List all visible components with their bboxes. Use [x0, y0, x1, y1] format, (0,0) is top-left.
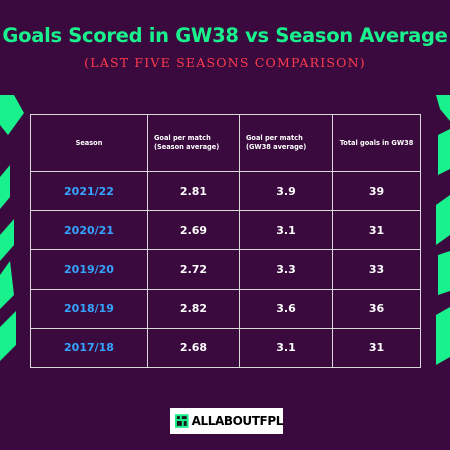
season-cell: 2019/20 — [30, 249, 148, 290]
gw38-total-cell: 36 — [332, 288, 421, 329]
gw38-average-cell: 3.3 — [239, 249, 333, 290]
header-row: Season Goal per match (Season average) G… — [30, 114, 421, 172]
gw38-total-cell: 31 — [332, 327, 421, 369]
season-average-cell: 2.82 — [147, 288, 240, 329]
gw38-total-cell: 31 — [332, 210, 421, 251]
season-cell: 2018/19 — [30, 288, 148, 329]
season-average-cell: 2.81 — [147, 170, 240, 212]
logo-text: ALLABOUTFPL — [191, 414, 284, 428]
gw38-average-cell: 3.6 — [239, 288, 333, 329]
gw38-average-cell: 3.9 — [239, 170, 333, 212]
season-average-cell: 2.68 — [147, 327, 240, 369]
column-header: Season — [30, 114, 148, 172]
left-decoration — [0, 95, 24, 361]
table-row: 2020/21 2.69 3.1 31 — [30, 210, 421, 251]
table-row: 2019/20 2.72 3.3 33 — [30, 249, 421, 290]
season-cell: 2017/18 — [30, 327, 148, 369]
brand-logo: ALLABOUTFPL — [170, 408, 283, 434]
gw38-average-cell: 3.1 — [239, 210, 333, 251]
chart-title: Goals Scored in GW38 vs Season Average — [2, 24, 448, 47]
table-row: 2018/19 2.82 3.6 36 — [30, 288, 421, 329]
season-average-cell: 2.69 — [147, 210, 240, 251]
column-header: Goal per match (Season average) — [147, 114, 240, 172]
comparison-table: Season Goal per match (Season average) G… — [30, 114, 421, 369]
chart-subtitle: (LAST FIVE SEASONS COMPARISON) — [84, 55, 366, 70]
table-row: 2021/22 2.81 3.9 39 — [30, 170, 421, 212]
season-cell: 2020/21 — [30, 210, 148, 251]
gw38-total-cell: 33 — [332, 249, 421, 290]
season-average-cell: 2.72 — [147, 249, 240, 290]
column-header: Goal per match (GW38 average) — [239, 114, 333, 172]
gw38-average-cell: 3.1 — [239, 327, 333, 369]
logo-mark-icon — [175, 414, 189, 428]
right-decoration — [436, 95, 450, 365]
season-cell: 2021/22 — [30, 170, 148, 212]
gw38-total-cell: 39 — [332, 170, 421, 212]
column-header: Total goals in GW38 — [332, 114, 421, 172]
table-row: 2017/18 2.68 3.1 31 — [30, 327, 421, 369]
